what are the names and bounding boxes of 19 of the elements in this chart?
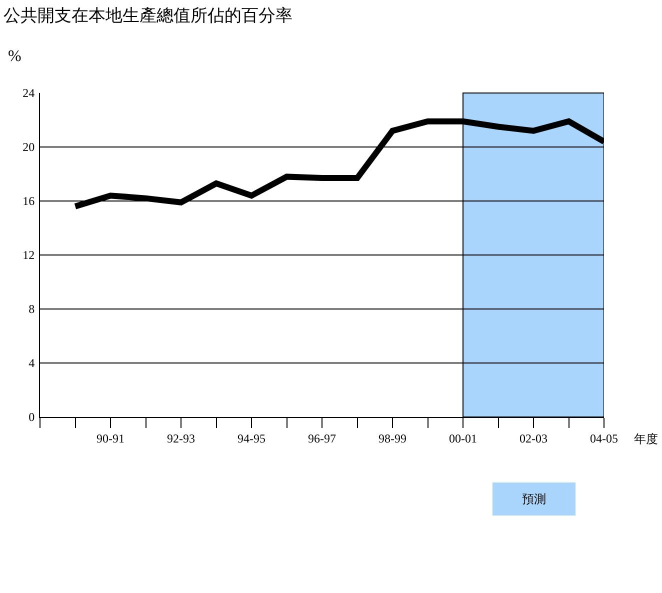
y-axis-title: %: [8, 48, 22, 65]
y-tick-label: 8: [28, 302, 35, 316]
x-tick-label: 90-91: [96, 431, 124, 446]
y-tick-label: 4: [28, 356, 35, 370]
x-tick-label: 04-05: [590, 431, 618, 446]
chart-title: 公共開支在本地生產總值所佔的百分率: [3, 6, 292, 26]
y-tick-label: 20: [22, 140, 35, 154]
x-tick-label: 98-99: [378, 431, 406, 446]
x-tick-label: 94-95: [238, 431, 266, 446]
x-axis-title: 年度: [634, 432, 658, 446]
y-tick-label: 0: [28, 410, 35, 424]
y-tick-label: 16: [22, 194, 35, 208]
y-tick-label: 12: [22, 248, 35, 262]
band-label: 預測: [522, 492, 546, 506]
x-tick-label: 92-93: [167, 431, 195, 446]
x-tick-label: 00-01: [449, 431, 477, 446]
x-tick-label: 96-97: [308, 431, 336, 446]
y-tick-label: 24: [22, 86, 35, 100]
x-tick-label: 02-03: [520, 431, 548, 446]
